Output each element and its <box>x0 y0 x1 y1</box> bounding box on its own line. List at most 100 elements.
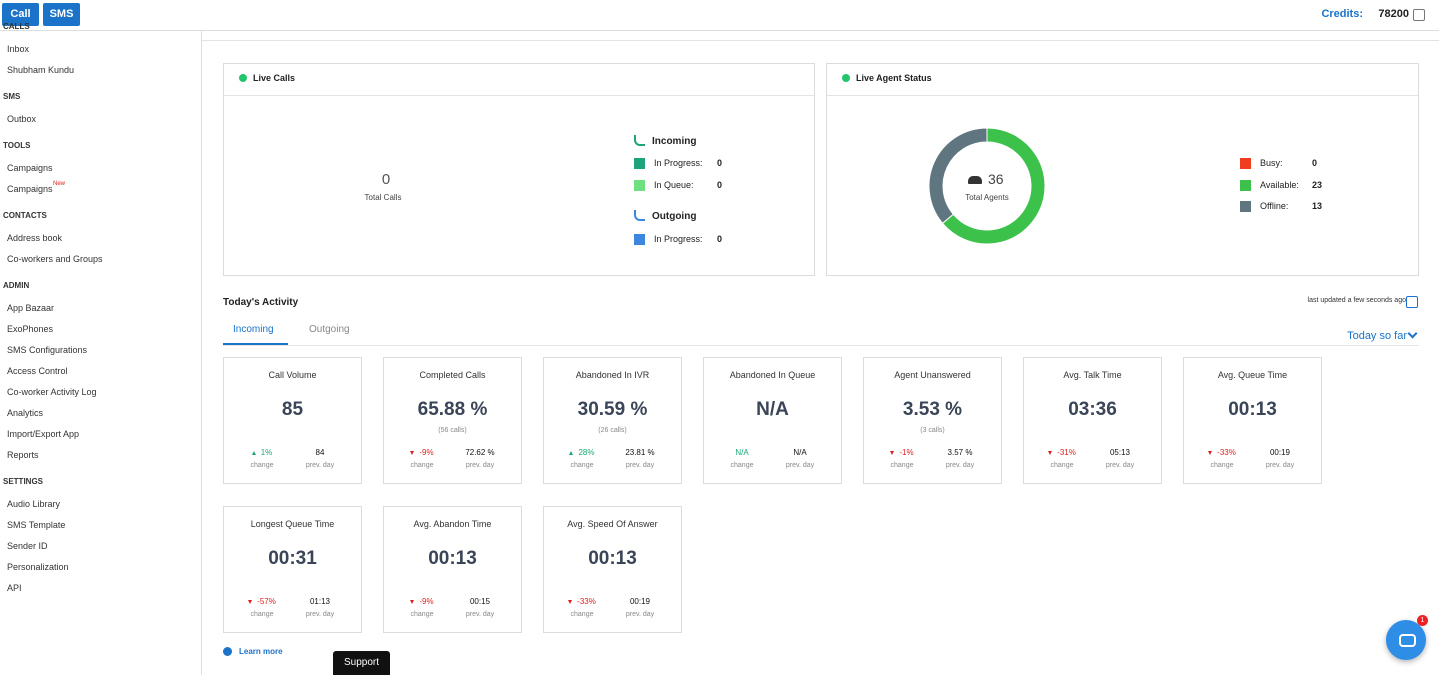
total-calls: 0 <box>381 171 391 188</box>
tab[interactable]: Outgoing <box>309 324 350 335</box>
metric-value: 00:13 <box>1228 399 1277 420</box>
sidebar-item[interactable]: Access Control <box>7 366 68 376</box>
main-divider <box>202 40 1439 41</box>
last-updated: last updated a few seconds ago <box>1307 297 1406 304</box>
sidebar-item[interactable]: Address book <box>7 233 63 243</box>
prev-label: prev. day <box>945 462 975 469</box>
new-badge: New <box>53 181 66 187</box>
prev-label: prev. day <box>305 611 335 618</box>
metric-title: Abandoned In IVR <box>575 370 650 380</box>
sidebar <box>0 31 202 675</box>
sidebar-heading: ADMIN <box>3 281 30 290</box>
metric-title: Avg. Queue Time <box>1217 370 1288 380</box>
sidebar-item[interactable]: Personalization <box>7 562 69 572</box>
sidebar-item[interactable]: Import/Export App <box>7 429 80 439</box>
range-select[interactable]: Today so far <box>1347 330 1407 342</box>
metric-value: 00:13 <box>428 548 477 569</box>
prev-label: prev. day <box>1265 462 1295 469</box>
prev-label: prev. day <box>785 462 815 469</box>
metric-title: Abandoned In Queue <box>729 370 816 380</box>
sidebar-item[interactable]: Outbox <box>7 114 37 124</box>
nav-button[interactable]: SMS <box>43 3 80 26</box>
chat-button[interactable] <box>1386 620 1426 660</box>
trend-arrow <box>1048 450 1053 455</box>
sidebar-item[interactable]: Campaigns <box>7 184 53 194</box>
sidebar-item[interactable]: SMS Configurations <box>7 345 88 355</box>
sidebar-item[interactable]: Co-worker Activity Log <box>7 387 97 397</box>
metric-change: -31% <box>1032 448 1092 457</box>
sidebar-heading: CONTACTS <box>3 211 47 220</box>
live-calls-card <box>223 63 815 276</box>
legend-swatch <box>634 234 645 245</box>
incoming-icon <box>634 135 645 146</box>
sidebar-item[interactable]: Audio Library <box>7 499 61 509</box>
info-icon <box>223 647 232 656</box>
prev-label: prev. day <box>625 462 655 469</box>
sidebar-item[interactable]: Sender ID <box>7 541 48 551</box>
metric-value: N/A <box>756 399 789 420</box>
sidebar-item[interactable]: Shubham Kundu <box>7 65 75 75</box>
learn-more[interactable]: Learn more <box>239 647 283 656</box>
metric-change: 28% <box>552 448 612 457</box>
change-label: change <box>570 611 594 618</box>
metric-prev: 72.62 % <box>465 448 495 457</box>
tab[interactable]: Incoming <box>233 324 274 335</box>
topbar <box>0 0 1439 31</box>
prev-label: prev. day <box>625 611 655 618</box>
refresh-icon[interactable] <box>1406 296 1418 308</box>
sidebar-item[interactable]: Reports <box>7 450 39 460</box>
metric-card: Avg. Talk Time 03:36 -31% 05:13 change prev. … <box>1023 357 1162 484</box>
trend-arrow <box>410 450 415 455</box>
sidebar-heading: CALLS <box>3 22 30 31</box>
sidebar-item[interactable]: ExoPhones <box>7 324 54 334</box>
metric-change: -9% <box>392 448 452 457</box>
metric-sub: (3 calls) <box>920 427 945 434</box>
legend-swatch <box>634 158 645 169</box>
change-label: change <box>1210 462 1234 469</box>
metric-card: Abandoned In IVR 30.59 % (26 calls) 28% 23.8… <box>543 357 682 484</box>
sidebar-item[interactable]: App Bazaar <box>7 303 55 313</box>
metric-value: 65.88 % <box>417 399 488 420</box>
status-dot <box>239 74 247 82</box>
refresh-icon[interactable] <box>1413 9 1425 21</box>
change-label: change <box>570 462 594 469</box>
legend-value: 0 <box>1312 158 1318 168</box>
metric-title: Longest Queue Time <box>250 519 335 529</box>
change-label: change <box>250 611 274 618</box>
sidebar-item[interactable]: Analytics <box>7 408 44 418</box>
sidebar-item[interactable]: SMS Template <box>7 520 66 530</box>
metric-value: 85 <box>281 399 304 420</box>
sidebar-item[interactable]: Co-workers and Groups <box>7 254 103 264</box>
prev-label: prev. day <box>465 611 495 618</box>
outgoing-label: Outgoing <box>652 211 697 222</box>
metric-prev: 00:19 <box>1269 448 1291 457</box>
trend-arrow <box>890 450 895 455</box>
credits-value: 78200 <box>1378 8 1409 20</box>
legend-label: In Progress: <box>654 234 703 244</box>
metric-value: 3.53 % <box>902 399 963 420</box>
metric-prev: 00:19 <box>629 597 651 606</box>
change-label: change <box>1050 462 1074 469</box>
metric-change: -1% <box>872 448 932 457</box>
sidebar-item[interactable]: Inbox <box>7 44 30 54</box>
metric-prev: 05:13 <box>1109 448 1131 457</box>
metric-card: Avg. Speed Of Answer 00:13 -33% 00:19 change… <box>543 506 682 633</box>
legend-swatch <box>634 180 645 191</box>
prev-label: prev. day <box>1105 462 1135 469</box>
metric-prev: 3.57 % <box>947 448 973 457</box>
legend-label: Offline: <box>1260 201 1289 211</box>
metric-change: -33% <box>1192 448 1252 457</box>
metric-card: Completed Calls 65.88 % (56 calls) -9% 72.62… <box>383 357 522 484</box>
metric-sub: (56 calls) <box>438 427 467 434</box>
sidebar-item[interactable]: Campaigns <box>7 163 53 173</box>
metric-prev: 00:15 <box>469 597 491 606</box>
trend-arrow <box>568 599 573 604</box>
metric-card: Call Volume 85 1% 84 change prev. day <box>223 357 362 484</box>
metric-change: 1% <box>232 448 292 457</box>
legend-swatch <box>1240 179 1251 191</box>
sidebar-item[interactable]: API <box>7 583 22 593</box>
metric-card: Avg. Queue Time 00:13 -33% 00:19 change prev.… <box>1183 357 1322 484</box>
chat-icon <box>1399 634 1416 647</box>
nav-button[interactable]: Call <box>2 3 39 26</box>
support-tab[interactable]: Support <box>333 651 390 675</box>
